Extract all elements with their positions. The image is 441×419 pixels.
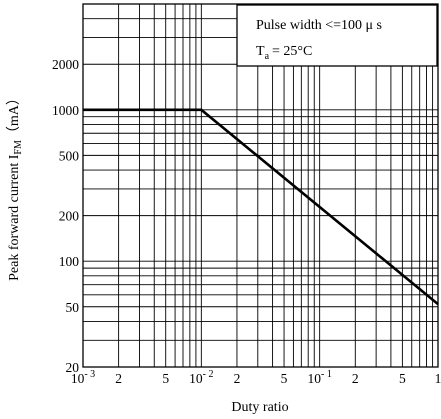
annotation-box: Pulse width <=100 μ s Ta = 25°C (236, 4, 438, 67)
y-tick-label: 20 (66, 360, 80, 375)
y-axis-label: Peak forward current IFM（mA） (6, 91, 24, 281)
plot-frame (82, 3, 439, 368)
y-tick-label: 500 (59, 148, 80, 163)
x-tick-label: 10- 1 (307, 369, 331, 386)
x-tick-label: 2 (352, 371, 359, 386)
annotation-pulse-width: Pulse width <=100 μ s (256, 18, 382, 33)
y-tick-label: 200 (59, 209, 80, 224)
y-tick-label: 1000 (52, 103, 79, 118)
x-tick-label: 2 (115, 371, 122, 386)
y-tick-label: 50 (66, 300, 80, 315)
x-tick-label: 1 (435, 371, 441, 386)
y-tick-label: 2000 (52, 57, 79, 72)
x-tick-label: 5 (399, 371, 406, 386)
x-tick-label: 10- 2 (189, 369, 213, 386)
y-tick-labels: 20 50 100 200 500 1000 2000 (52, 57, 79, 375)
y-tick-label: 100 (59, 254, 80, 269)
x-tick-label: 5 (281, 371, 288, 386)
plot-area (83, 108, 439, 306)
annotation-ambient-temp: Ta = 25°C (256, 44, 312, 62)
x-tick-labels: 10- 3 2 5 10- 2 2 5 10- 1 2 5 1 (71, 369, 441, 386)
x-tick-label: 2 (234, 371, 241, 386)
series-line (83, 108, 439, 306)
x-tick-label: 5 (162, 371, 169, 386)
x-axis-label: Duty ratio (231, 400, 288, 415)
x-tick-label: 10- 3 (71, 369, 95, 386)
